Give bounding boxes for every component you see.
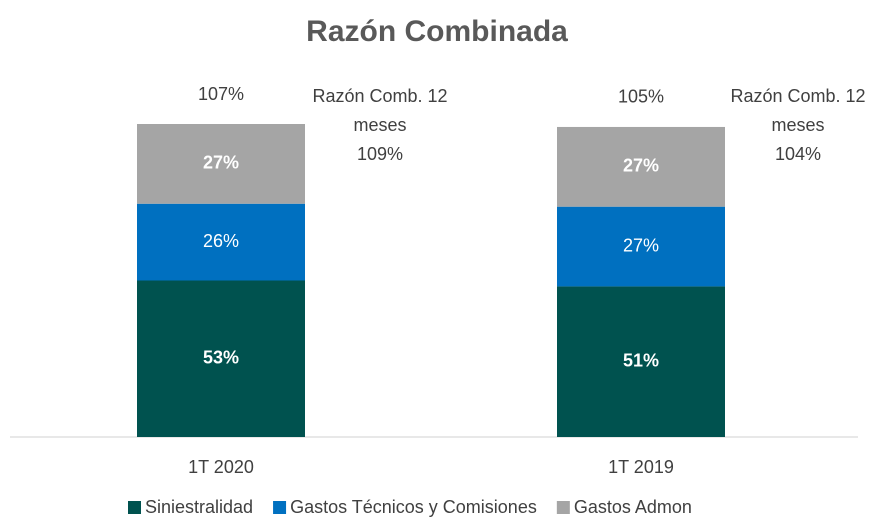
chart-title: Razón Combinada — [306, 15, 568, 48]
annotation: Razón Comb. 12 — [312, 86, 447, 106]
legend-label: Gastos Admon — [574, 497, 692, 517]
data-label: 27% — [623, 235, 659, 255]
bar-segment — [557, 286, 725, 437]
bar-segment — [557, 126, 725, 207]
legend-swatch — [556, 501, 570, 514]
legend-label: Gastos Técnicos y Comisiones — [290, 497, 537, 517]
annotation: 109% — [357, 144, 403, 164]
total-label: 107% — [198, 84, 244, 104]
x-tick-label: 1T 2019 — [608, 457, 674, 477]
legend-swatch — [128, 501, 141, 514]
total-label: 105% — [618, 87, 664, 107]
bar-segment — [137, 280, 305, 437]
annotation: meses — [353, 115, 406, 135]
annotation: meses — [771, 115, 824, 135]
data-label: 51% — [623, 350, 659, 370]
data-label: 26% — [203, 231, 239, 251]
bar-segment — [137, 124, 305, 204]
data-label: 27% — [623, 156, 659, 176]
annotation: Razón Comb. 12 — [730, 86, 865, 106]
x-tick-label: 1T 2020 — [188, 457, 254, 477]
annotation: 104% — [775, 144, 821, 164]
data-label: 53% — [203, 348, 239, 368]
legend-swatch — [273, 501, 287, 514]
bar-segment — [557, 206, 725, 287]
data-label: 27% — [203, 153, 239, 173]
legend-label: Siniestralidad — [145, 497, 253, 517]
bar-segment — [137, 203, 305, 281]
